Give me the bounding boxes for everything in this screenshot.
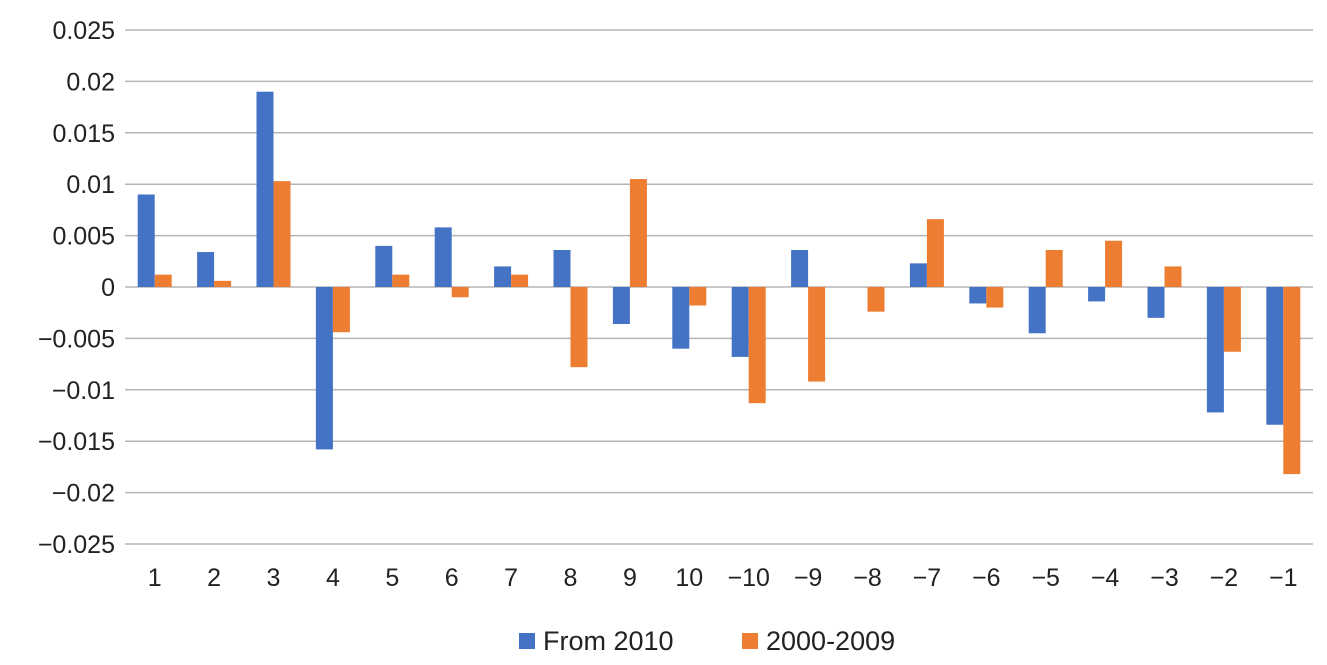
bar-2000-2009 [451,287,469,298]
bar-2000-2009 [392,274,410,287]
bar-from-2010 [137,194,155,287]
bar-from-2010 [1147,287,1165,318]
bar-from-2010 [553,249,571,287]
x-tick-label: 4 [326,564,340,592]
bar-2000-2009 [689,287,707,306]
x-tick-label: 1 [148,564,162,592]
bar-from-2010 [1028,287,1046,334]
gridlines [125,29,1313,545]
x-tick-label: −4 [1091,564,1120,592]
bar-from-2010 [1206,287,1224,413]
legend-label: From 2010 [543,626,674,656]
x-tick-label: −10 [727,564,769,592]
y-tick-label: 0.005 [52,223,115,251]
bar-2000-2009 [808,287,826,382]
y-tick-label: −0.025 [38,531,115,559]
bar-from-2010 [375,245,393,287]
y-axis-tick-labels: 0.025 0.02 0.015 0.01 0.005 0 −0.005 −0.01 −0.01… [38,17,115,559]
bar-from-2010 [909,263,927,287]
bars [137,91,1301,475]
x-tick-label: 9 [623,564,637,592]
bar-from-2010 [197,252,215,287]
x-tick-label: 5 [385,564,399,592]
bar-from-2010 [494,266,512,287]
bar-2000-2009 [570,287,588,368]
x-tick-label: −1 [1269,564,1298,592]
bar-from-2010 [672,287,690,349]
y-tick-label: 0.015 [52,120,115,148]
x-tick-label: 8 [564,564,578,592]
x-tick-label: 7 [504,564,518,592]
bar-2000-2009 [1105,240,1123,287]
x-tick-label: 6 [445,564,459,592]
y-tick-label: −0.015 [38,428,115,456]
bar-2000-2009 [867,287,885,312]
bar-2000-2009 [926,219,944,287]
legend-swatch [519,633,535,649]
x-tick-label: 3 [267,564,281,592]
legend: From 2010 2000-2009 [519,626,895,656]
bar-from-2010 [315,287,333,450]
bar-from-2010 [969,287,987,304]
bar-from-2010 [1088,287,1106,302]
x-tick-label: −9 [794,564,823,592]
bar-2000-2009 [332,287,350,333]
bar-2000-2009 [273,181,291,287]
y-tick-label: 0.01 [66,171,115,199]
y-tick-label: −0.005 [38,325,115,353]
bar-2000-2009 [1045,249,1063,287]
bar-2000-2009 [1283,287,1301,475]
y-tick-label: 0.025 [52,17,115,45]
bar-2000-2009 [511,274,529,287]
bar-2000-2009 [214,280,232,287]
legend-swatch [742,633,758,649]
y-tick-label: −0.01 [52,377,115,405]
bar-from-2010 [791,249,809,287]
x-tick-label: −3 [1150,564,1179,592]
x-axis-tick-labels: 1 2 3 4 5 6 7 8 9 10 −10 −9 −8 −7 −6 −5 −4 −3 −2 −1 [148,564,1298,592]
bar-from-2010 [434,227,452,287]
y-tick-label: 0.02 [66,68,115,96]
legend-label: 2000-2009 [766,626,895,656]
x-tick-label: −7 [913,564,942,592]
bar-2000-2009 [748,287,766,404]
x-tick-label: 2 [207,564,221,592]
bar-2000-2009 [629,179,647,287]
y-tick-label: −0.02 [52,480,115,508]
bar-2000-2009 [154,274,172,287]
x-tick-label: −6 [972,564,1001,592]
bar-2000-2009 [1223,287,1241,352]
bar-2000-2009 [1164,266,1182,287]
x-tick-label: −8 [853,564,882,592]
bar-from-2010 [1266,287,1284,425]
x-tick-label: −5 [1031,564,1060,592]
x-tick-label: −2 [1210,564,1239,592]
bar-2000-2009 [986,287,1004,308]
y-tick-label: 0 [101,274,115,302]
bar-from-2010 [612,287,630,325]
bar-from-2010 [256,91,274,288]
x-tick-label: 10 [675,564,703,592]
bar-from-2010 [731,287,749,357]
